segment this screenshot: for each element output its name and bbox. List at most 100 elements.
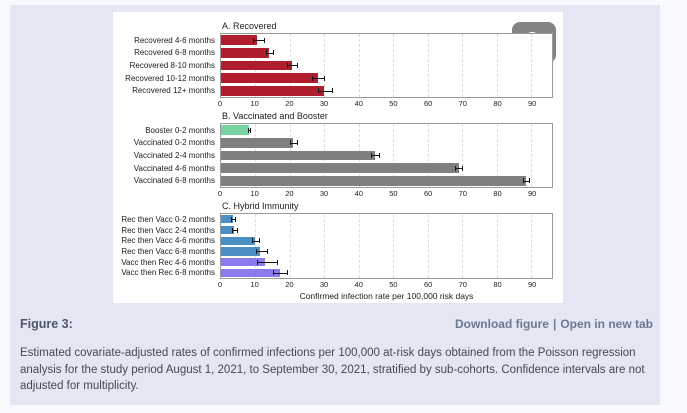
error-bar-cap [237, 227, 239, 233]
gridline [358, 34, 360, 97]
x-tick-label: 40 [354, 280, 363, 289]
x-tick-label: 70 [458, 189, 467, 198]
error-bar-line [370, 155, 381, 157]
x-tick-label: 90 [528, 99, 537, 108]
bar-row: Recovered 6-8 months [134, 47, 552, 60]
error-bar [370, 149, 381, 162]
error-bar-line [455, 168, 464, 170]
gridline [427, 124, 429, 187]
bar-row: Vaccinated 4-6 months [134, 162, 552, 175]
bar [221, 268, 281, 277]
error-bar [256, 257, 278, 268]
gridline [531, 124, 533, 187]
error-bar-cap [297, 62, 299, 68]
category-label: Vaccinated 6-8 months [133, 176, 215, 186]
error-bar-cap [312, 75, 314, 81]
bar [221, 85, 325, 96]
x-tick-label: 0 [217, 189, 223, 198]
bar [221, 47, 270, 58]
error-bar [455, 162, 464, 175]
x-tick-label: 20 [285, 280, 294, 289]
gridline [496, 34, 498, 97]
bar-row: Vacc then Rec 6-8 months [121, 267, 552, 278]
error-bar-cap [252, 238, 254, 244]
bar [221, 35, 258, 46]
bar [221, 247, 260, 256]
error-bar-line [232, 230, 239, 231]
x-tick-label: 10 [250, 189, 259, 198]
x-tick-label: 20 [285, 99, 294, 108]
error-bar-cap [528, 178, 530, 184]
category-label: Booster 0-2 months [145, 125, 215, 135]
gridline [496, 214, 498, 278]
x-axis-ticks: 0 10 20 30 40 50 60 70 80 90 [217, 189, 553, 198]
chart-panel-c: C. Hybrid Immunity Rec then Vacc 0-2 mont… [121, 201, 553, 301]
category-label: Rec then Vacc 4-6 months [121, 236, 215, 246]
error-bar-cap [273, 50, 275, 56]
error-bar-cap [462, 165, 464, 171]
x-tick-label: 0 [217, 280, 223, 289]
error-bar-cap [247, 127, 249, 133]
category-label: Vaccinated 0-2 months [133, 138, 215, 148]
error-bar-cap [264, 37, 266, 43]
error-bar-line [289, 142, 298, 144]
bar [221, 175, 527, 186]
figure-image: A. Recovered Recovered 4-6 months Recovere… [113, 12, 563, 303]
error-bar-line [252, 40, 266, 42]
figure-section: A. Recovered Recovered 4-6 months Recovere… [10, 5, 660, 405]
category-label: Vaccinated 2-4 months [133, 150, 215, 160]
figure-label: Figure 3: [20, 317, 73, 331]
error-bar-cap [370, 152, 372, 158]
x-tick-label: 60 [423, 189, 433, 198]
bar-row: Vacc then Rec 4-6 months [121, 257, 552, 268]
panel-title: B. Vaccinated and Booster [222, 111, 328, 121]
error-bar [252, 34, 266, 47]
bar [221, 215, 233, 224]
open-in-new-tab-link[interactable]: Open in new tab [560, 317, 653, 331]
gridline [289, 214, 291, 278]
error-bar-cap [265, 50, 267, 56]
gridline [358, 214, 360, 278]
error-bar-cap [324, 75, 326, 81]
category-label: Recovered 4-6 months [134, 35, 215, 45]
gridline [462, 124, 464, 187]
error-bar-cap [273, 270, 275, 276]
x-tick-label: 80 [493, 99, 502, 108]
error-bar-line [265, 52, 275, 54]
error-bar-cap [379, 152, 381, 158]
error-bar [252, 235, 261, 246]
bar-row: Recovered 12+ months [132, 84, 552, 97]
x-tick-label: 70 [458, 280, 467, 289]
x-tick-label: 0 [217, 99, 223, 108]
error-bar [318, 84, 333, 97]
x-tick-label: 10 [250, 280, 259, 289]
error-bar-cap [259, 238, 261, 244]
bar [221, 225, 235, 235]
plot-area: Booster 0-2 months Vaccinated 0-2 months V… [134, 123, 553, 188]
bar [221, 163, 459, 173]
gridline [427, 34, 429, 97]
error-bar-line [256, 251, 268, 253]
error-bar-line [256, 262, 278, 264]
bar-row: Vaccinated 2-4 months [134, 149, 552, 162]
category-label: Rec then Vacc 6-8 months [121, 246, 215, 256]
gridline [427, 214, 429, 278]
error-bar-cap [256, 259, 258, 265]
category-label: Vaccinated 4-6 months [133, 163, 215, 173]
x-tick-label: 10 [250, 99, 259, 108]
download-figure-link[interactable]: Download figure [454, 317, 549, 331]
category-label: Vacc then Rec 4-6 months [121, 257, 215, 267]
error-bar [247, 124, 251, 137]
error-bar-cap [522, 178, 524, 184]
error-bar-cap [318, 88, 320, 94]
bar-row: Vaccinated 6-8 months [134, 174, 552, 187]
bar-row: Recovered 10-12 months [125, 72, 552, 85]
x-tick-label: 90 [528, 280, 537, 289]
gridline [393, 214, 395, 278]
category-label: Recovered 12+ months [132, 86, 215, 96]
chart-panel-a: A. Recovered Recovered 4-6 months Recovere… [125, 21, 553, 108]
x-axis-title: Confirmed infection rate per 100,000 ris… [299, 291, 474, 301]
x-tick-label: 70 [458, 99, 467, 108]
gridline [324, 34, 326, 97]
